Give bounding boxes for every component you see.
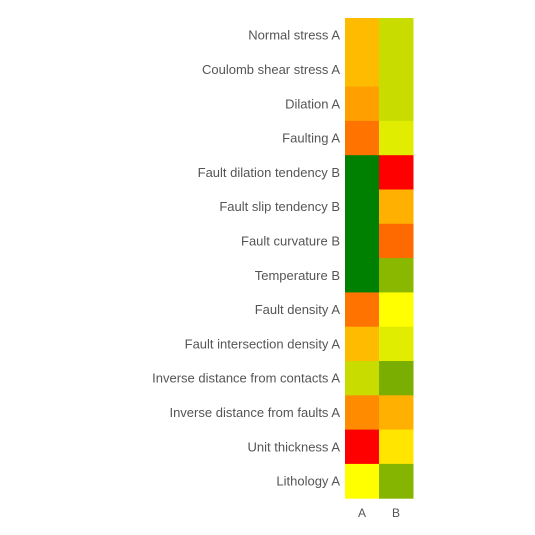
- heatmap-cell: [379, 120, 414, 156]
- heatmap-cell: [345, 18, 380, 53]
- row-label: Unit thickness A: [248, 439, 341, 454]
- heatmap-cell: [379, 395, 414, 431]
- row-label: Inverse distance from faults A: [169, 405, 340, 420]
- row-label: Fault density A: [255, 302, 341, 317]
- row-label: Fault curvature B: [241, 233, 340, 248]
- heatmap-cell: [345, 395, 380, 431]
- row-label: Dilation A: [285, 96, 340, 111]
- heatmap-cell: [379, 86, 414, 122]
- heatmap-cell: [379, 223, 414, 259]
- heatmap-cell: [345, 52, 380, 88]
- row-labels: Normal stress A Coulomb shear stress A Dil…: [152, 28, 340, 489]
- heatmap-cell: [379, 52, 414, 88]
- heatmap-cell: [379, 326, 414, 362]
- heatmap-cell: [345, 258, 380, 293]
- heatmap-cell: [345, 189, 380, 225]
- column-label: B: [392, 506, 400, 520]
- heatmap-cell: [345, 292, 380, 328]
- heatmap-cell: [345, 86, 380, 122]
- row-label: Inverse distance from contacts A: [152, 371, 340, 386]
- row-label: Fault intersection density A: [185, 336, 341, 351]
- row-label: Temperature B: [255, 268, 340, 283]
- heatmap-cell: [345, 223, 380, 259]
- heatmap-cell: [379, 429, 414, 465]
- column-label: A: [358, 506, 366, 520]
- row-label: Faulting A: [282, 131, 340, 146]
- heatmap-cell: [379, 361, 414, 396]
- heatmap-cell: [379, 463, 414, 499]
- heatmap-cell: [379, 258, 414, 293]
- heatmap-cell: [345, 326, 380, 362]
- heatmap-cell: [345, 429, 380, 465]
- heatmap-cells: [345, 18, 414, 499]
- heatmap-cell: [345, 361, 380, 396]
- heatmap-cell: [379, 292, 414, 328]
- heatmap-cell: [379, 189, 414, 225]
- row-label: Normal stress A: [248, 28, 340, 43]
- heatmap-cell: [379, 18, 414, 53]
- heatmap-cell: [345, 120, 380, 156]
- row-label: Coulomb shear stress A: [202, 62, 340, 77]
- row-label: Fault dilation tendency B: [198, 165, 340, 180]
- row-label: Lithology A: [276, 474, 340, 489]
- heatmap-cell: [345, 155, 380, 190]
- heatmap-cell: [379, 155, 414, 190]
- row-label: Fault slip tendency B: [219, 199, 340, 214]
- heatmap-cell: [345, 463, 380, 499]
